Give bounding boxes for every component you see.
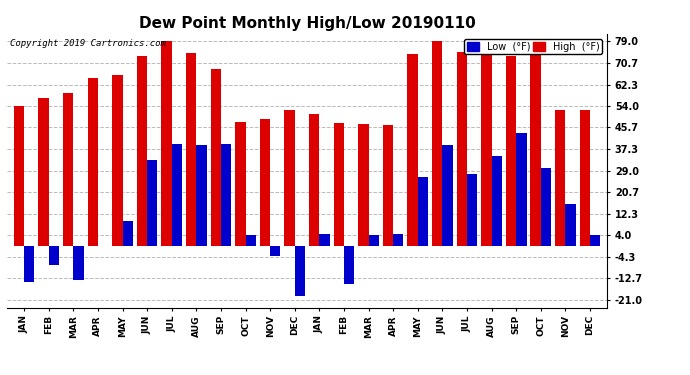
Title: Dew Point Monthly High/Low 20190110: Dew Point Monthly High/Low 20190110 [139,16,475,31]
Bar [260,119,270,246]
Bar [516,133,526,246]
Bar [541,168,551,246]
Bar [432,42,442,246]
Bar [39,98,49,246]
Bar [417,177,428,246]
Bar [334,123,344,246]
Bar [284,110,295,246]
Bar [580,110,590,246]
Bar [590,235,600,246]
Bar [295,246,305,296]
Bar [73,246,83,280]
Bar [344,246,354,284]
Legend: Low  (°F), High  (°F): Low (°F), High (°F) [464,39,602,54]
Bar [481,42,491,246]
Bar [246,235,256,246]
Bar [270,246,280,256]
Bar [123,221,133,246]
Bar [309,114,319,246]
Bar [14,106,24,246]
Bar [172,144,182,246]
Bar [221,144,231,246]
Bar [442,145,453,246]
Bar [63,93,73,246]
Bar [161,42,172,246]
Bar [565,204,575,246]
Bar [197,145,207,246]
Bar [24,246,34,282]
Bar [358,124,368,246]
Bar [393,234,404,246]
Bar [457,52,467,246]
Bar [186,53,197,246]
Bar [407,54,417,246]
Bar [368,235,379,246]
Text: Copyright 2019 Cartronics.com: Copyright 2019 Cartronics.com [10,39,166,48]
Bar [467,174,477,246]
Bar [49,246,59,265]
Bar [531,52,541,246]
Bar [235,122,246,246]
Bar [383,125,393,246]
Bar [88,78,98,246]
Bar [555,110,565,246]
Bar [137,56,147,246]
Bar [506,56,516,246]
Bar [210,69,221,246]
Bar [319,234,330,246]
Bar [112,75,123,246]
Bar [147,160,157,246]
Bar [491,156,502,246]
